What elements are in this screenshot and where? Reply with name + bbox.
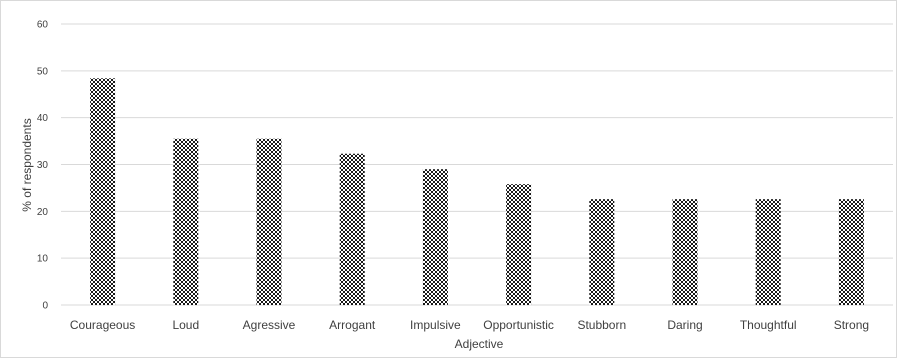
- y-tick-labels: 0 10 20 30 40 50 60: [37, 20, 49, 312]
- bar-opportunistic: [506, 184, 532, 305]
- bar-loud: [173, 138, 199, 305]
- bar-strong: [838, 199, 864, 305]
- bar-thoughtful: [755, 199, 781, 305]
- y-tick-label: 40: [37, 113, 49, 124]
- x-tick-label-loud: Loud: [172, 318, 199, 332]
- x-tick-label-opportunistic: Opportunistic: [483, 318, 554, 332]
- y-tick-label: 20: [37, 207, 49, 218]
- x-tick-label-strong: Strong: [834, 318, 869, 332]
- x-tick-labels: Courageous Loud Agressive Arrogant Impulsive…: [70, 318, 869, 332]
- bar-arrogant: [339, 153, 365, 305]
- x-tick-label-stubborn: Stubborn: [577, 318, 626, 332]
- x-tick-label-daring: Daring: [667, 318, 702, 332]
- bar-agressive: [256, 138, 282, 305]
- x-tick-label-thoughtful: Thoughtful: [740, 318, 797, 332]
- y-tick-label: 60: [37, 20, 49, 31]
- bar-courageous: [90, 78, 116, 306]
- bars: [90, 78, 864, 306]
- y-tick-label: 30: [37, 160, 49, 171]
- x-tick-label-arrogant: Arrogant: [329, 318, 376, 332]
- x-tick-label-agressive: Agressive: [243, 318, 296, 332]
- bar-impulsive: [422, 169, 448, 305]
- y-tick-label: 0: [42, 301, 48, 312]
- x-tick-label-impulsive: Impulsive: [410, 318, 461, 332]
- bar-daring: [672, 199, 698, 305]
- y-tick-label: 10: [37, 254, 49, 265]
- bar-stubborn: [589, 199, 615, 305]
- y-axis-title: % of respondents: [20, 118, 34, 211]
- x-axis-title: Adjective: [455, 337, 504, 351]
- x-tick-label-courageous: Courageous: [70, 318, 135, 332]
- gridlines: [61, 23, 893, 306]
- y-tick-label: 50: [37, 66, 49, 77]
